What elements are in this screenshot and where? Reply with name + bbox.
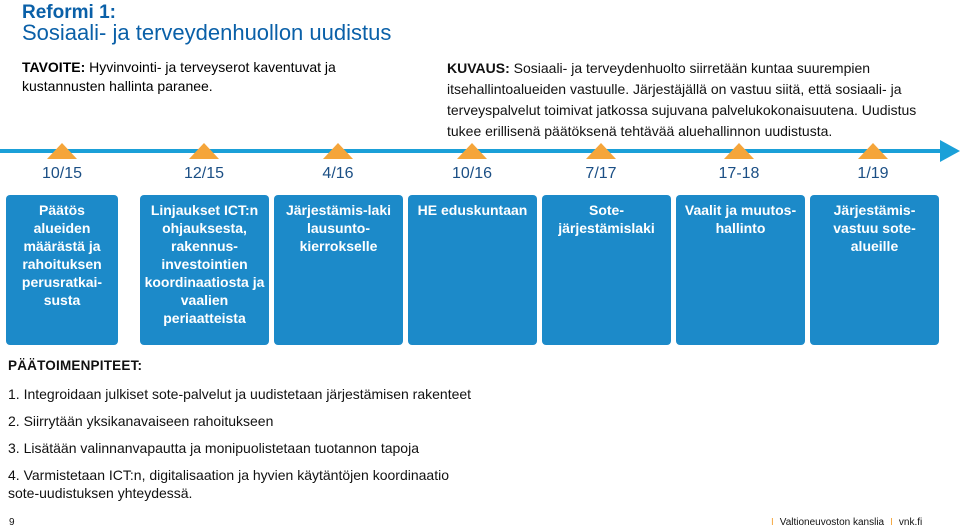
key-measures-heading: PÄÄTOIMENPITEET: bbox=[8, 358, 143, 373]
milestone-box: Päätös alueiden määrästä ja rahoituksen … bbox=[6, 195, 118, 345]
milestone-marker-icon bbox=[323, 143, 353, 159]
description-text: Sosiaali- ja terveydenhuolto siirretään … bbox=[447, 60, 917, 139]
footer-separator: I bbox=[771, 517, 774, 528]
milestone-text: Järjestämis-laki lausunto-kierrokselle bbox=[285, 202, 392, 254]
milestone-box: Linjaukset ICT:n ohjauksesta, rakennus-i… bbox=[140, 195, 269, 345]
reform-number: Reformi 1: bbox=[22, 2, 116, 23]
milestone-text: Sote-järjestämislaki bbox=[558, 202, 655, 236]
page-title: Sosiaali- ja terveydenhuollon uudistus bbox=[22, 20, 392, 45]
milestone-date: 10/15 bbox=[41, 165, 83, 182]
key-measure-item: 2. Siirrytään yksikanavaiseen rahoitukse… bbox=[8, 413, 274, 429]
milestone-text: Järjestämis-vastuu sote-alueille bbox=[833, 202, 916, 254]
description-label: KUVAUS: bbox=[447, 60, 510, 76]
milestone-text: HE eduskuntaan bbox=[417, 202, 528, 218]
goal-label: TAVOITE: bbox=[22, 59, 86, 75]
milestone-marker-icon bbox=[189, 143, 219, 159]
footer-org-name: Valtioneuvoston kanslia bbox=[779, 517, 885, 528]
goal-text: Hyvinvointi- ja terveyserot kaventuvat j… bbox=[22, 59, 336, 94]
milestone-marker-icon bbox=[457, 143, 487, 159]
milestone-date: 10/16 bbox=[451, 165, 493, 182]
milestone-date: 7/17 bbox=[585, 165, 617, 182]
key-measure-item: 3. Lisätään valinnanvapautta ja monipuol… bbox=[8, 440, 419, 456]
milestone-marker-icon bbox=[858, 143, 888, 159]
description-paragraph: KUVAUS: Sosiaali- ja terveydenhuolto sii… bbox=[447, 58, 927, 142]
milestone-marker-icon bbox=[724, 143, 754, 159]
milestone-date: 12/15 bbox=[183, 165, 225, 182]
milestone-date: 17-18 bbox=[718, 165, 760, 182]
milestone-box: Sote-järjestämislaki bbox=[542, 195, 671, 345]
goal-paragraph: TAVOITE: Hyvinvointi- ja terveyserot kav… bbox=[22, 58, 417, 96]
footer-separator: I bbox=[890, 517, 893, 528]
milestone-marker-icon bbox=[47, 143, 77, 159]
key-measure-item: 4. Varmistetaan ICT:n, digitalisaation j… bbox=[8, 467, 449, 501]
milestone-text: Vaalit ja muutos-hallinto bbox=[684, 202, 797, 236]
milestone-text: Linjaukset ICT:n ohjauksesta, rakennus-i… bbox=[144, 202, 265, 326]
page-number: 9 bbox=[9, 517, 15, 528]
milestone-date: 4/16 bbox=[322, 165, 354, 182]
milestone-box: Vaalit ja muutos-hallinto bbox=[676, 195, 805, 345]
milestone-marker-icon bbox=[586, 143, 616, 159]
footer-site-link[interactable]: vnk.fi bbox=[898, 517, 923, 528]
milestone-box: HE eduskuntaan bbox=[408, 195, 537, 345]
arrow-head-icon bbox=[940, 140, 960, 162]
key-measure-item: 1. Integroidaan julkiset sote-palvelut j… bbox=[8, 386, 472, 402]
milestone-date: 1/19 bbox=[857, 165, 889, 182]
milestone-text: Päätös alueiden määrästä ja rahoituksen … bbox=[21, 202, 103, 308]
milestone-box: Järjestämis-vastuu sote-alueille bbox=[810, 195, 939, 345]
milestone-box: Järjestämis-laki lausunto-kierrokselle bbox=[274, 195, 403, 345]
